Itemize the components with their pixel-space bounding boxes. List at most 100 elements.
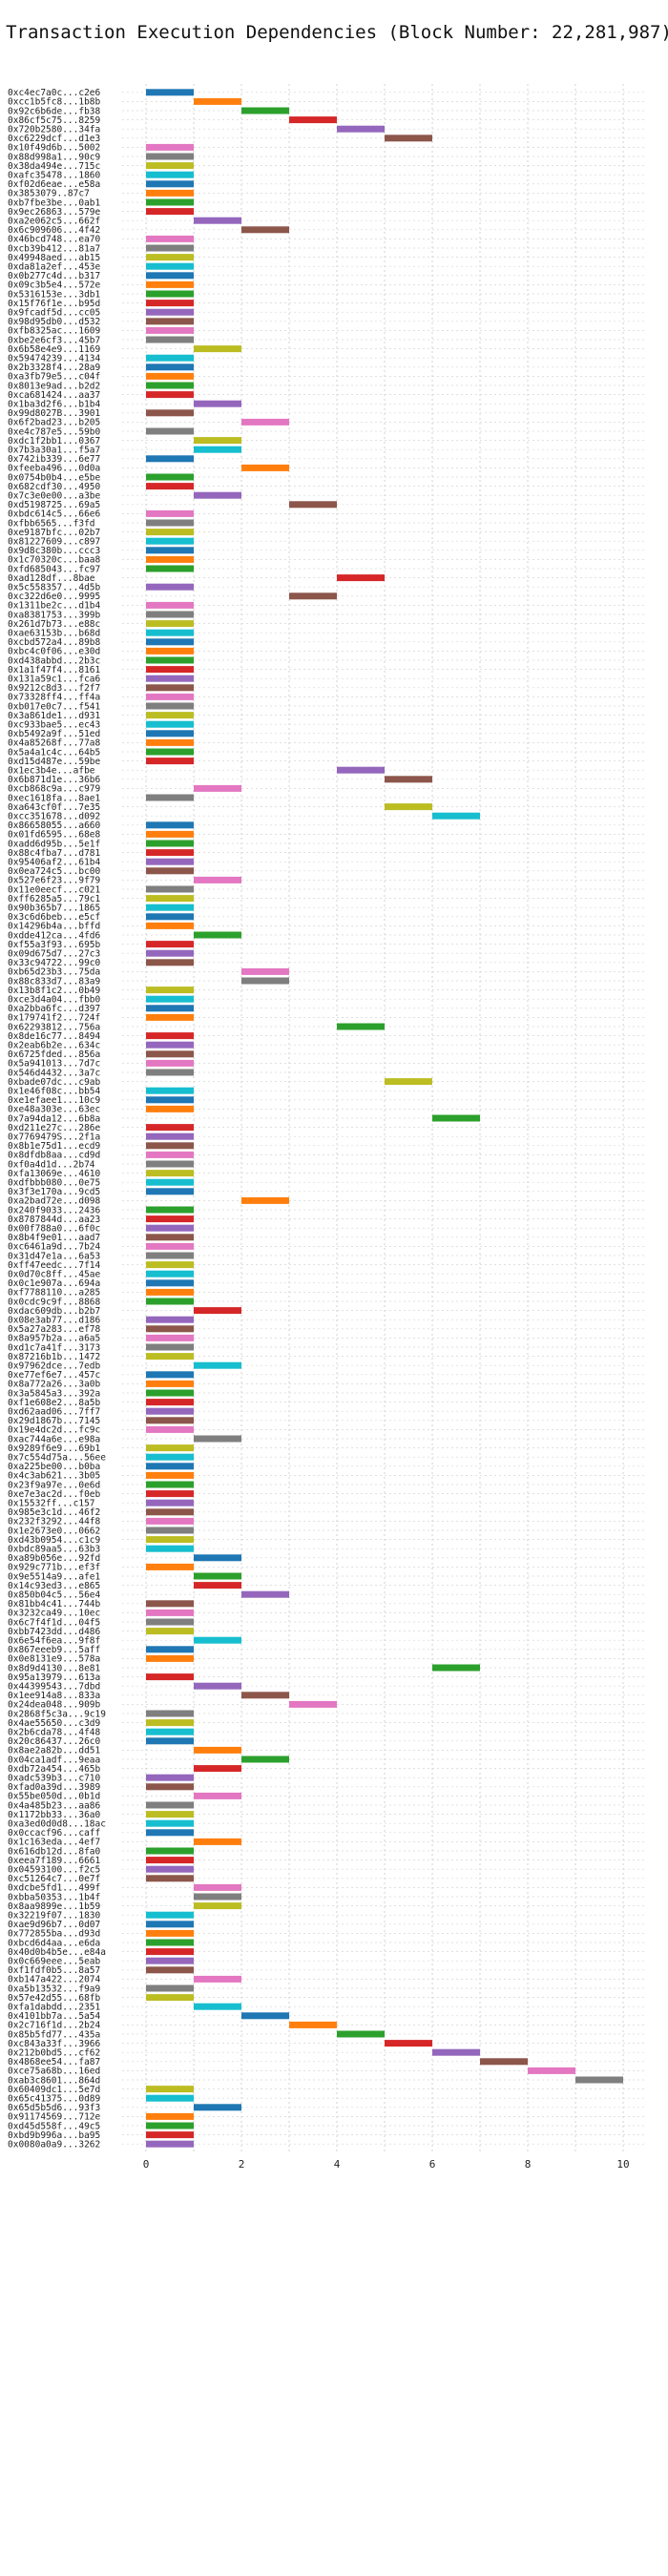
transaction-label: 0xbdc89aa5...63b3: [8, 1545, 100, 1555]
transaction-bar: [146, 244, 194, 252]
transaction-label: 0xa2bba6fc...d397: [8, 1004, 100, 1014]
transaction-label: 0xa643cf0f...7e35: [8, 802, 100, 813]
transaction-label: 0x5316153e...3db1: [8, 289, 101, 300]
transaction-bar: [194, 1902, 241, 1910]
transaction-bar: [146, 2140, 194, 2148]
transaction-label: 0xfb8325ac...1609: [8, 326, 101, 337]
transaction-label: 0x8a957b2a...a6a5: [8, 1334, 100, 1344]
transaction-label: 0x8b1e75d1...ecd9: [8, 1141, 101, 1152]
transaction-bar: [146, 1059, 194, 1067]
transaction-label: 0x87216b1b...1472: [8, 1352, 100, 1362]
transaction-bar: [146, 1911, 194, 1919]
transaction-bar: [146, 2112, 194, 2120]
transaction-bar: [146, 1242, 194, 1250]
transaction-label: 0x20c86437...26c0: [8, 1736, 101, 1747]
transaction-label: 0x7c554d75a...56ee: [8, 1453, 106, 1464]
transaction-label: 0xd1c7a41f...3173: [8, 1342, 100, 1353]
transaction-bar: [194, 1307, 241, 1315]
transaction-bar: [146, 1783, 194, 1791]
transaction-label: 0xcbd572a4...89b8: [8, 637, 101, 648]
transaction-label: 0xf0a4d1d...2b74: [8, 1159, 95, 1170]
transaction-bar: [146, 941, 194, 948]
transaction-bar: [194, 437, 241, 445]
transaction-bar: [146, 730, 194, 737]
transaction-bar: [146, 1132, 194, 1140]
x-tick-label: 8: [525, 2158, 532, 2171]
transaction-label: 0xa5b13532...f9a9: [8, 1984, 101, 1994]
transaction-bar: [146, 1151, 194, 1158]
transaction-label: 0xadd6d95b...5e1f: [8, 839, 100, 849]
transaction-bar: [146, 684, 194, 692]
transaction-label: 0x8ae2a82b...dd51: [8, 1746, 101, 1756]
transaction-label: 0x91174569...712e: [8, 2112, 101, 2123]
transaction-bar: [194, 1572, 241, 1580]
transaction-label: 0x742ib339...6e77: [8, 454, 100, 465]
transaction-bar: [146, 794, 194, 801]
transaction-bar: [241, 1590, 289, 1598]
transaction-bar: [146, 1618, 194, 1626]
transaction-label: 0xe4c787e5...59b0: [8, 426, 101, 437]
transaction-label: 0xd438abbd...2b3c: [8, 655, 100, 666]
transaction-bar: [194, 1361, 241, 1369]
transaction-bar: [146, 1224, 194, 1232]
transaction-label: 0x2c716f1d...2b24: [8, 2021, 101, 2031]
x-tick-label: 2: [239, 2158, 245, 2171]
transaction-bar: [146, 1096, 194, 1104]
transaction-bar: [146, 1499, 194, 1506]
transaction-label: 0x1c70320c...baa8: [8, 555, 101, 566]
transaction-label: 0xd15d487e...59be: [8, 757, 101, 767]
transaction-bar: [146, 189, 194, 197]
transaction-bar: [146, 1087, 194, 1094]
transaction-bar: [146, 1628, 194, 1635]
transaction-label: 0x8de16c77...8494: [8, 1031, 101, 1042]
transaction-label: 0x15f76f1e...b95d: [8, 299, 100, 309]
bars: [146, 89, 623, 2148]
transaction-bar: [241, 1692, 289, 1699]
transaction-bar: [146, 1847, 194, 1855]
transaction-bar: [241, 977, 289, 985]
transaction-bar: [146, 1252, 194, 1259]
transaction-bar: [146, 1481, 194, 1488]
transaction-bar: [194, 1883, 241, 1891]
transaction-label: 0xa89b056e...92fd: [8, 1553, 100, 1564]
transaction-bar: [241, 107, 289, 114]
transaction-bar: [146, 1966, 194, 1974]
transaction-bar: [146, 1939, 194, 1946]
transaction-label: 0xadc539b3...c710: [8, 1774, 101, 1784]
transaction-bar: [146, 1215, 194, 1223]
transaction-bar: [194, 1636, 241, 1644]
transaction-bar: [194, 345, 241, 353]
transaction-bar: [146, 1124, 194, 1132]
transaction-bar: [146, 272, 194, 280]
transaction-label: 0x179741f2...724f: [8, 1013, 100, 1024]
transaction-bar: [146, 427, 194, 435]
transaction-bar: [146, 821, 194, 829]
transaction-label: 0x86658055...a660: [8, 821, 101, 831]
transaction-bar: [146, 1032, 194, 1040]
transaction-bar: [432, 812, 480, 820]
transaction-label: 0x31d47e1a...6a53: [8, 1251, 100, 1261]
transaction-label: 0xe9187bfc...02b7: [8, 528, 100, 538]
transaction-label: 0x5c558357...4d5b: [8, 583, 101, 593]
transaction-bar: [146, 693, 194, 700]
transaction-label: 0x09d675d7...27c3: [8, 949, 100, 960]
transaction-label: 0x4a85268f...77a8: [8, 738, 101, 749]
transaction-bar: [146, 235, 194, 242]
transaction-bar: [146, 1160, 194, 1168]
transaction-bar: [146, 1719, 194, 1727]
transaction-label: 0x57e42d55...68fb: [8, 1993, 101, 2004]
transaction-bar: [146, 171, 194, 178]
transaction-bar: [194, 1582, 241, 1589]
transaction-bar: [146, 473, 194, 481]
transaction-bar: [146, 1957, 194, 1964]
transaction-label: 0xff6285a5...79c1: [8, 894, 101, 904]
transaction-bar: [146, 1737, 194, 1745]
transaction-bar: [146, 738, 194, 746]
transaction-bar: [194, 1893, 241, 1901]
transaction-label: 0xae63153b...b68d: [8, 629, 100, 639]
transaction-label: 0x8d9d4130...8e81: [8, 1663, 101, 1673]
transaction-label: 0x2b6cda78...4f48: [8, 1728, 101, 1738]
transaction-label: 0x1ee914a8...833a: [8, 1691, 100, 1701]
